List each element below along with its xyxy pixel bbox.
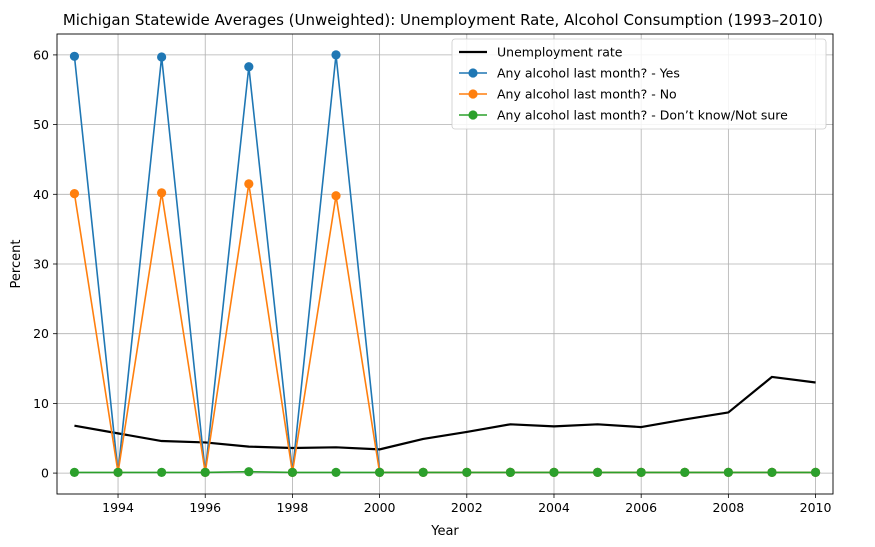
data-point [244,179,254,189]
x-tick-label: 2004 [538,500,570,515]
legend-swatch-marker [468,110,478,120]
data-point [592,467,603,477]
data-point [69,467,80,477]
data-point [244,62,254,72]
series-line-3 [73,183,816,474]
data-point [505,467,515,477]
data-point [723,467,733,477]
series-line-4 [74,470,816,474]
data-point [113,467,123,477]
data-point [157,188,167,198]
data-point [375,467,385,477]
y-tick-label: 40 [33,187,49,202]
y-tick-label: 60 [33,47,49,62]
chart-title: Michigan Statewide Averages (Unweighted)… [63,11,823,29]
y-tick-label: 20 [33,326,49,341]
x-axis-label: Year [430,524,459,539]
data-point [200,467,210,477]
data-point [69,189,80,199]
x-tick-label: 1996 [189,500,221,515]
x-tick-label: 2010 [800,500,832,515]
data-point [636,467,646,477]
data-point [549,467,559,477]
legend-box [451,38,827,130]
legend-label: Any alcohol last month? - No [497,87,677,102]
x-tick-label: 1994 [102,500,134,515]
y-tick-label: 10 [33,396,49,411]
x-tick-label: 2002 [451,500,483,515]
data-point [244,467,254,477]
data-point [331,191,341,201]
y-tick-label: 50 [33,117,49,132]
axis-ticks: 1994 1996 1998 2000 2002 2004 2006 2008 2010 0 10 2… [33,47,831,515]
y-tick-label: 0 [41,466,49,481]
legend-swatch-marker [468,89,478,99]
y-tick-label: 30 [33,257,49,272]
data-point [331,50,341,60]
data-point [680,467,690,477]
y-axis-label: Percent [9,240,24,289]
data-point [157,467,167,477]
data-point [69,51,80,61]
series-line-1 [74,375,816,451]
data-point [767,467,777,477]
data-point [418,467,428,477]
data-point [462,467,472,477]
data-point [287,467,298,477]
legend-label: Unemployment rate [497,45,623,60]
x-tick-label: 2006 [625,500,657,515]
x-tick-label: 1998 [277,500,309,515]
data-point [157,52,167,62]
legend: Unemployment rate Any alcohol last month?… [451,38,827,130]
legend-label: Any alcohol last month? - Yes [497,66,680,81]
x-tick-label: 2000 [364,500,396,515]
data-point [331,467,341,477]
x-tick-label: 2008 [712,500,744,515]
legend-swatch-marker [468,68,478,78]
plot-series [69,50,821,477]
data-point [810,467,821,477]
legend-label: Any alcohol last month? - Don’t know/Not… [497,108,788,123]
